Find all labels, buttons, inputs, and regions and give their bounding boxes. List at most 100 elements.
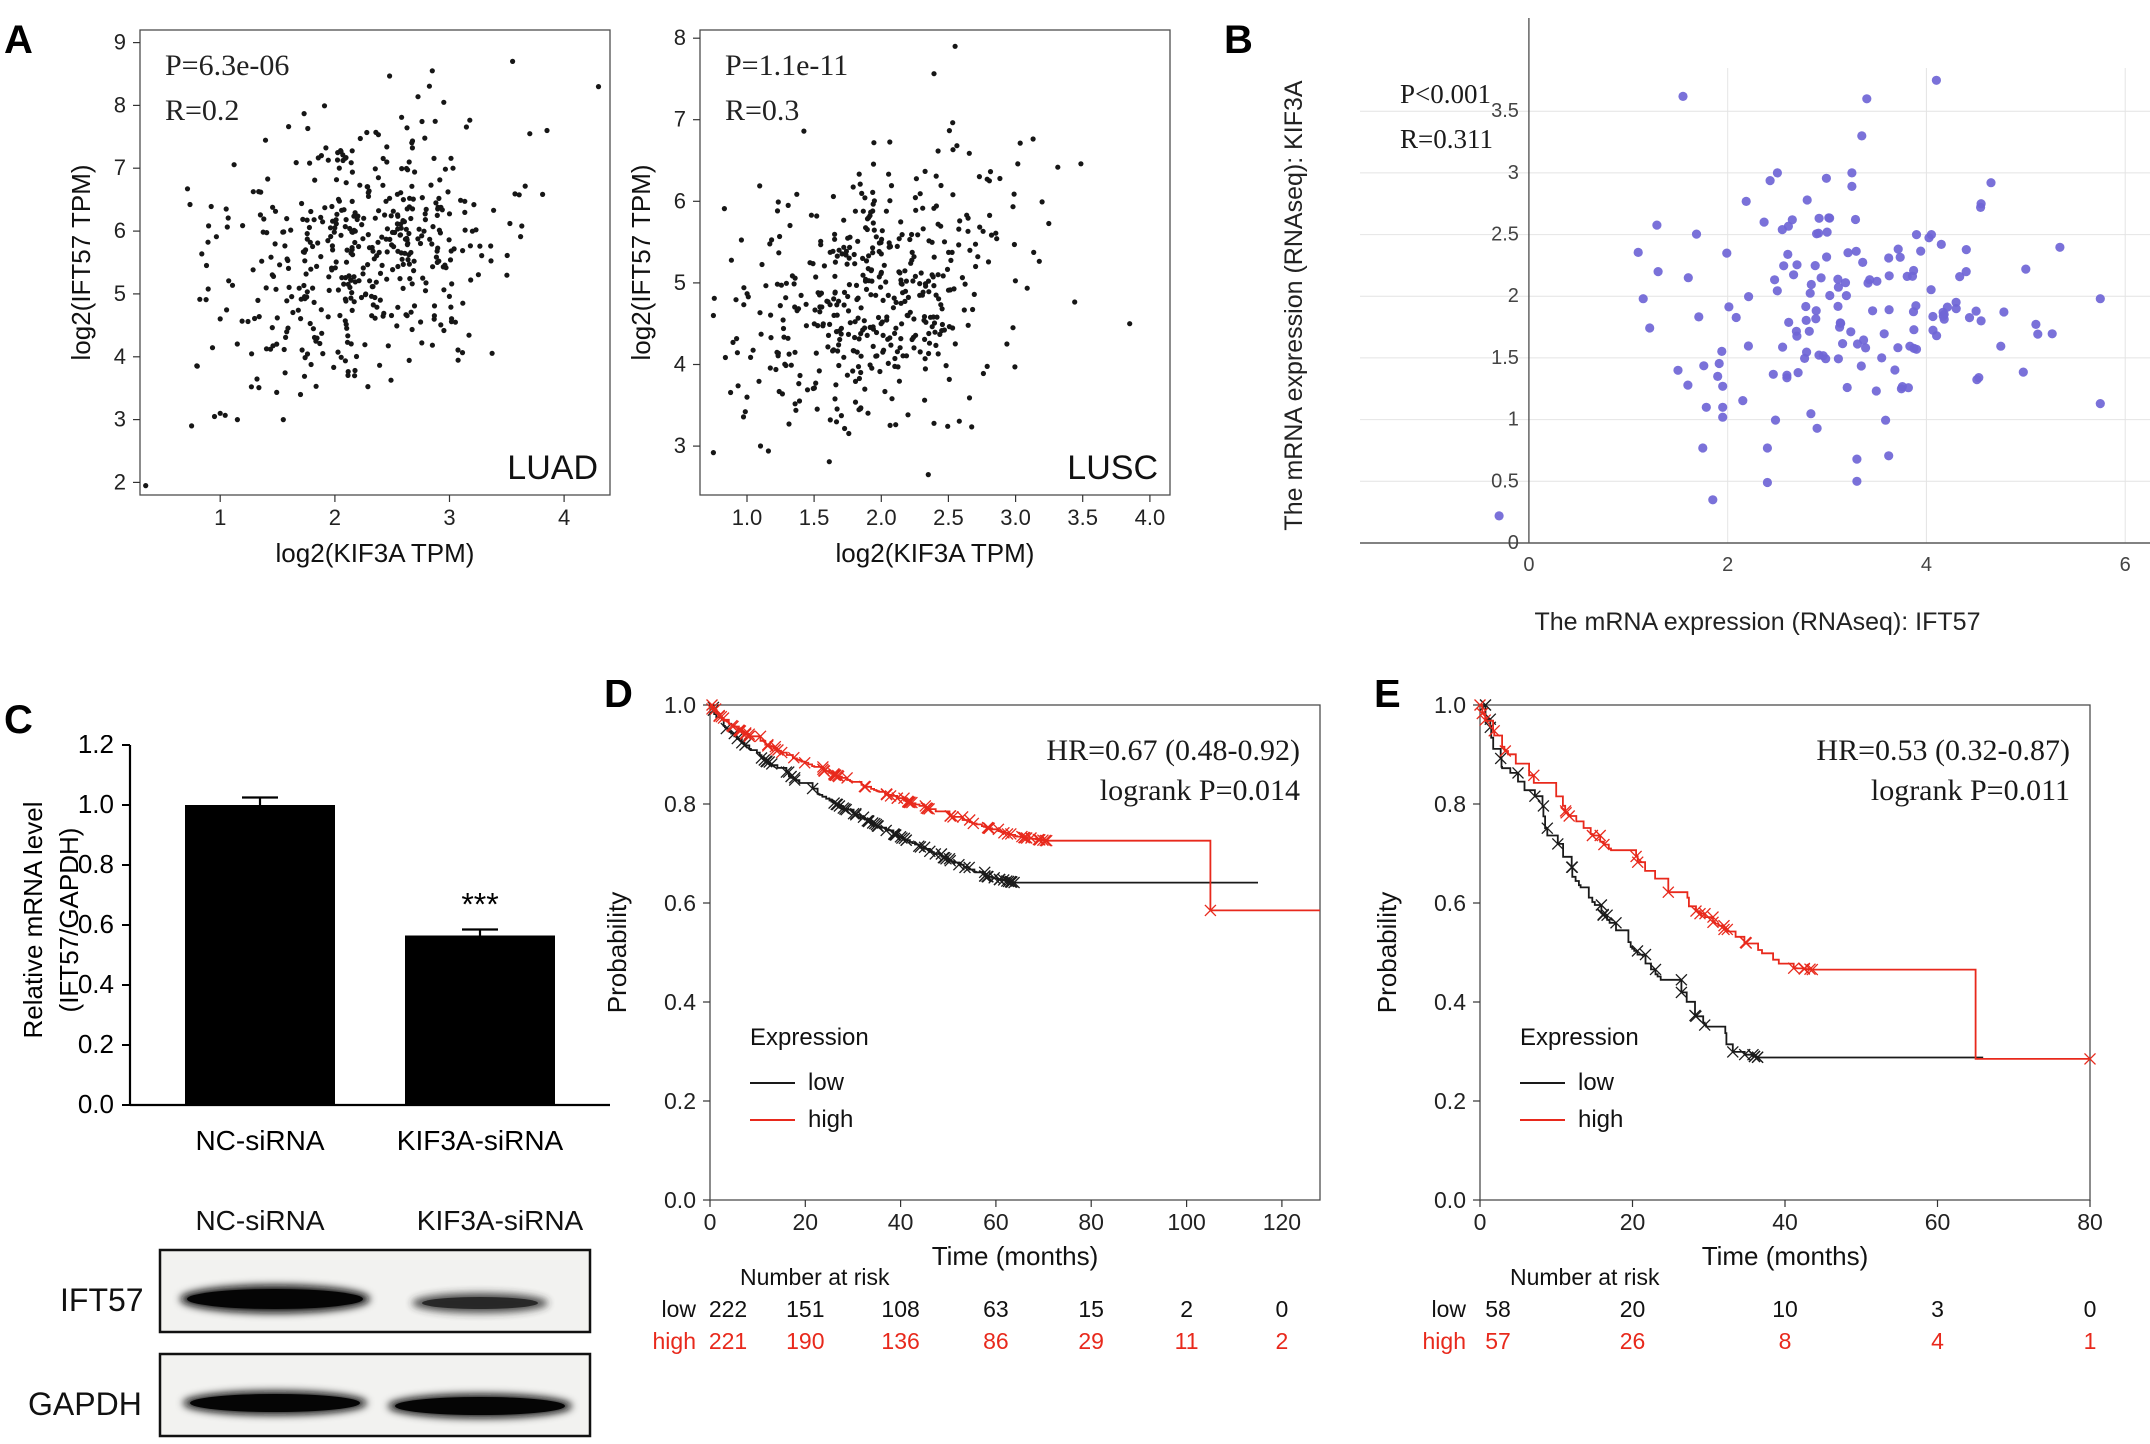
svg-text:LUAD: LUAD bbox=[507, 449, 598, 487]
svg-text:4: 4 bbox=[674, 352, 686, 377]
svg-text:0.6: 0.6 bbox=[1434, 890, 1466, 916]
svg-text:Number at risk: Number at risk bbox=[1510, 1264, 1660, 1290]
svg-text:86: 86 bbox=[983, 1328, 1009, 1354]
svg-text:0.2: 0.2 bbox=[1434, 1088, 1466, 1114]
svg-text:0: 0 bbox=[704, 1209, 717, 1235]
svg-text:4: 4 bbox=[1931, 1328, 1944, 1354]
svg-text:0: 0 bbox=[1508, 532, 1519, 554]
svg-text:low: low bbox=[1431, 1296, 1466, 1322]
svg-text:20: 20 bbox=[1620, 1296, 1646, 1322]
svg-text:HR=0.67 (0.48-0.92): HR=0.67 (0.48-0.92) bbox=[1046, 734, 1300, 767]
svg-text:Probability: Probability bbox=[602, 892, 632, 1013]
svg-text:3: 3 bbox=[1508, 162, 1519, 184]
svg-text:Time (months): Time (months) bbox=[1702, 1241, 1869, 1271]
svg-text:1.0: 1.0 bbox=[78, 789, 114, 819]
svg-text:100: 100 bbox=[1167, 1209, 1205, 1235]
svg-text:1.0: 1.0 bbox=[664, 692, 696, 718]
svg-text:0: 0 bbox=[2084, 1296, 2097, 1322]
svg-text:2.5: 2.5 bbox=[933, 505, 964, 530]
svg-text:high: high bbox=[1578, 1106, 1623, 1133]
svg-text:Number at risk: Number at risk bbox=[740, 1264, 890, 1290]
svg-text:5: 5 bbox=[114, 281, 126, 306]
svg-text:40: 40 bbox=[1772, 1209, 1798, 1235]
svg-text:LUSC: LUSC bbox=[1067, 449, 1158, 487]
svg-text:58: 58 bbox=[1485, 1296, 1511, 1322]
svg-text:8: 8 bbox=[674, 25, 686, 50]
svg-text:Relative mRNA level: Relative mRNA level bbox=[20, 802, 48, 1039]
svg-text:1: 1 bbox=[214, 505, 226, 530]
svg-text:7: 7 bbox=[114, 155, 126, 180]
svg-text:P=6.3e-06: P=6.3e-06 bbox=[165, 49, 289, 82]
svg-text:Time (months): Time (months) bbox=[932, 1241, 1099, 1271]
svg-text:NC-siRNA: NC-siRNA bbox=[195, 1205, 324, 1236]
svg-text:57: 57 bbox=[1485, 1328, 1511, 1354]
svg-text:11: 11 bbox=[1175, 1328, 1199, 1354]
svg-text:low: low bbox=[808, 1069, 845, 1096]
svg-text:0.4: 0.4 bbox=[1434, 989, 1466, 1015]
svg-text:3: 3 bbox=[443, 505, 455, 530]
svg-text:80: 80 bbox=[2077, 1209, 2103, 1235]
svg-text:high: high bbox=[808, 1106, 853, 1133]
svg-text:190: 190 bbox=[786, 1328, 824, 1354]
svg-text:3.0: 3.0 bbox=[1000, 505, 1031, 530]
svg-text:1: 1 bbox=[2084, 1328, 2097, 1354]
svg-text:6: 6 bbox=[114, 218, 126, 243]
svg-text:26: 26 bbox=[1620, 1328, 1646, 1354]
svg-text:The mRNA expression (RNAseq):: The mRNA expression (RNAseq): IFT57 bbox=[1535, 608, 1981, 636]
svg-text:Expression: Expression bbox=[750, 1024, 869, 1051]
svg-text:2: 2 bbox=[1180, 1296, 1193, 1322]
svg-text:151: 151 bbox=[786, 1296, 824, 1322]
svg-text:NC-siRNA: NC-siRNA bbox=[195, 1125, 324, 1156]
svg-text:3.5: 3.5 bbox=[1491, 100, 1519, 122]
svg-text:2: 2 bbox=[1722, 554, 1733, 576]
svg-text:15: 15 bbox=[1078, 1296, 1104, 1322]
svg-text:40: 40 bbox=[888, 1209, 914, 1235]
svg-text:KIF3A-siRNA: KIF3A-siRNA bbox=[417, 1205, 584, 1236]
svg-text:0.0: 0.0 bbox=[1434, 1187, 1466, 1213]
svg-text:60: 60 bbox=[1925, 1209, 1951, 1235]
svg-text:29: 29 bbox=[1078, 1328, 1104, 1354]
svg-text:4: 4 bbox=[558, 505, 570, 530]
svg-text:1.2: 1.2 bbox=[78, 735, 114, 759]
svg-text:***: *** bbox=[461, 887, 498, 923]
svg-text:2: 2 bbox=[1508, 285, 1519, 307]
svg-text:4.0: 4.0 bbox=[1135, 505, 1166, 530]
svg-text:4: 4 bbox=[114, 344, 126, 369]
svg-text:2.5: 2.5 bbox=[1491, 224, 1519, 246]
svg-text:120: 120 bbox=[1263, 1209, 1301, 1235]
svg-text:0.4: 0.4 bbox=[664, 989, 696, 1015]
svg-text:P=1.1e-11: P=1.1e-11 bbox=[725, 49, 848, 82]
svg-text:3.5: 3.5 bbox=[1067, 505, 1098, 530]
svg-text:R=0.3: R=0.3 bbox=[725, 94, 799, 127]
svg-text:0.0: 0.0 bbox=[78, 1089, 114, 1119]
svg-text:10: 10 bbox=[1772, 1296, 1798, 1322]
svg-text:63: 63 bbox=[983, 1296, 1009, 1322]
svg-text:136: 136 bbox=[881, 1328, 919, 1354]
svg-text:P<0.001: P<0.001 bbox=[1400, 79, 1491, 109]
svg-text:logrank P=0.011: logrank P=0.011 bbox=[1871, 774, 2070, 807]
svg-text:The mRNA expression (RNAseq):: The mRNA expression (RNAseq): KIF3A bbox=[1280, 80, 1308, 530]
svg-text:logrank P=0.014: logrank P=0.014 bbox=[1100, 774, 1300, 807]
svg-text:2: 2 bbox=[329, 505, 341, 530]
svg-text:E: E bbox=[1374, 680, 1401, 716]
svg-text:log2(KIF3A TPM): log2(KIF3A TPM) bbox=[276, 538, 475, 568]
svg-text:0.6: 0.6 bbox=[664, 890, 696, 916]
svg-text:3: 3 bbox=[114, 407, 126, 432]
svg-text:R=0.2: R=0.2 bbox=[165, 94, 239, 127]
svg-text:(IFT57/GAPDH): (IFT57/GAPDH) bbox=[54, 828, 84, 1013]
svg-text:log2(IFT57 TPM): log2(IFT57 TPM) bbox=[630, 164, 656, 360]
svg-text:222: 222 bbox=[709, 1296, 747, 1322]
svg-text:0.2: 0.2 bbox=[664, 1088, 696, 1114]
svg-text:1.5: 1.5 bbox=[799, 505, 830, 530]
svg-text:0: 0 bbox=[1276, 1296, 1289, 1322]
svg-text:0: 0 bbox=[1474, 1209, 1487, 1235]
svg-text:3: 3 bbox=[674, 433, 686, 458]
svg-text:1.0: 1.0 bbox=[732, 505, 763, 530]
svg-text:8: 8 bbox=[1779, 1328, 1792, 1354]
svg-text:80: 80 bbox=[1078, 1209, 1104, 1235]
svg-text:log2(KIF3A TPM): log2(KIF3A TPM) bbox=[836, 538, 1035, 568]
svg-text:IFT57: IFT57 bbox=[60, 1282, 144, 1318]
svg-text:1.5: 1.5 bbox=[1491, 347, 1519, 369]
svg-text:20: 20 bbox=[1620, 1209, 1646, 1235]
svg-text:20: 20 bbox=[793, 1209, 819, 1235]
